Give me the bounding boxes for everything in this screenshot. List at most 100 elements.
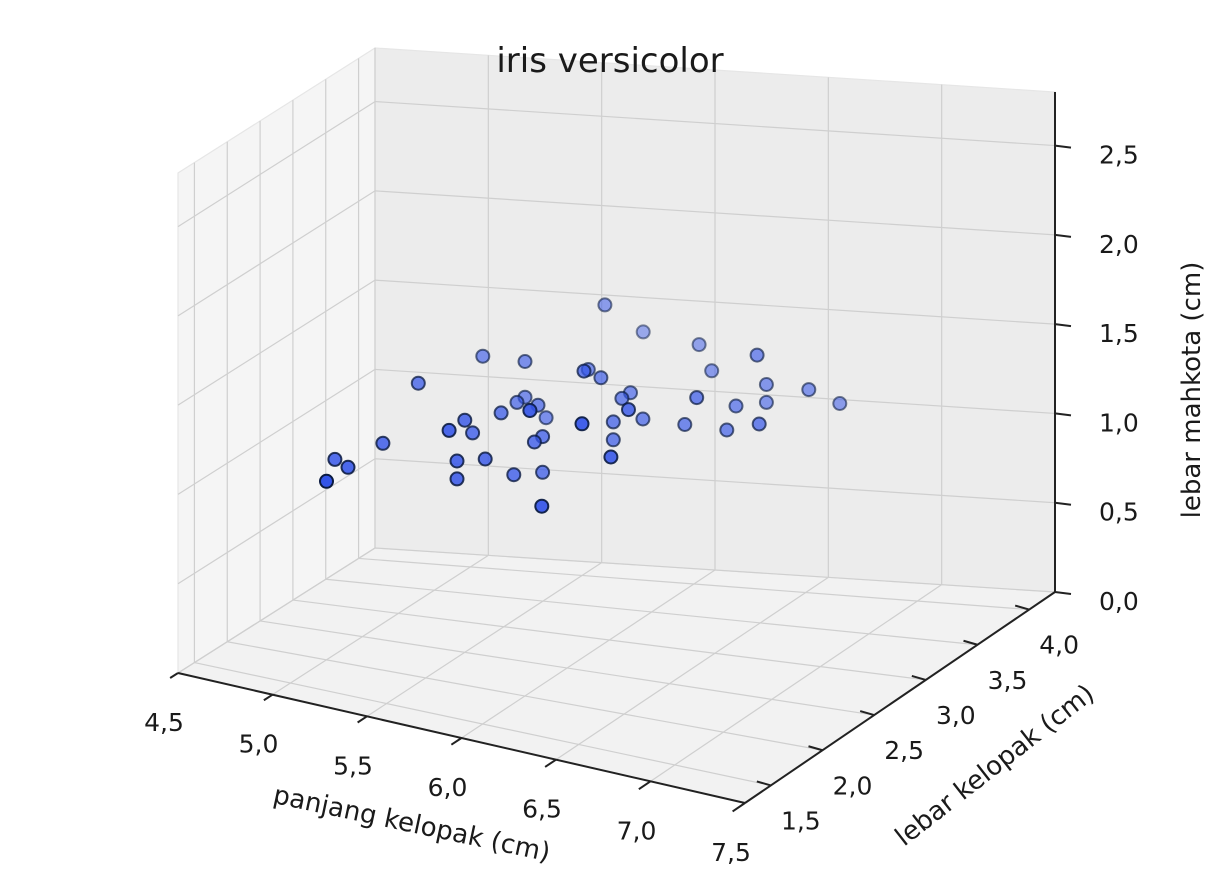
y-axis-line (744, 591, 1056, 804)
z-tick-mark (1054, 233, 1072, 238)
data-point (522, 403, 538, 418)
data-point (477, 451, 493, 467)
data-point (493, 405, 509, 421)
y-tick-mark (808, 745, 823, 752)
data-point (441, 422, 457, 438)
data-point (621, 402, 636, 418)
data-point (605, 414, 621, 430)
data-point (704, 363, 720, 379)
data-point (375, 435, 391, 451)
grid-line-z-side (177, 279, 376, 406)
data-point (534, 498, 550, 514)
data-point (327, 451, 343, 467)
y-tick-label: 3,0 (936, 701, 976, 730)
data-point (517, 354, 533, 369)
grid-line-x-floor (272, 554, 489, 696)
x-tick-mark (732, 802, 746, 813)
z-axis-label: lebar mahkota (cm) (1177, 262, 1207, 519)
grid-line-z-back (374, 368, 1056, 415)
grid-line-z-side (177, 458, 376, 585)
grid-line-z-back (374, 547, 1056, 593)
grid-line-z-back (374, 458, 1056, 504)
grid-line-x-floor (461, 569, 716, 739)
grid-line-y-floor (259, 620, 875, 716)
x-tick-label: 5,0 (239, 730, 279, 759)
data-point (832, 396, 848, 411)
grid-line-y-floor (358, 557, 1030, 611)
y-tick-label: 2,0 (833, 771, 873, 800)
data-point (538, 410, 554, 426)
grid-line-z-side (177, 368, 376, 495)
z-tick-label: 0,5 (1099, 498, 1139, 527)
data-point (758, 394, 774, 410)
chart-title: iris versicolor (496, 41, 723, 81)
y-tick-mark (1014, 604, 1030, 611)
data-point (801, 382, 817, 398)
x-tick-label: 6,0 (428, 773, 468, 802)
x-tick-mark (263, 693, 274, 702)
z-tick-label: 2,5 (1099, 141, 1139, 170)
data-point (465, 425, 481, 441)
grid-lines (177, 48, 1056, 804)
grid-line-y-floor (194, 661, 771, 787)
x-tick-label: 7,0 (617, 816, 657, 845)
grid-line-y-floor (227, 641, 823, 751)
data-point (758, 377, 774, 392)
data-point (457, 412, 473, 428)
grid-line-y-floor (325, 578, 978, 646)
axes: 4,5 5,0 5,5 6,0 6,5 7,0 7,5 1,5 2,0 2,5 3,0 3,5 4,0 0… (144, 92, 1139, 867)
data-point (509, 394, 525, 410)
z-tick-mark (1054, 412, 1072, 417)
x-tick-label: 5,5 (333, 751, 373, 780)
x-tick-label: 7,5 (711, 838, 751, 867)
data-point (605, 432, 621, 448)
grid-line-z-back (374, 190, 1056, 236)
data-point (526, 434, 542, 450)
y-tick-label: 2,5 (884, 736, 924, 765)
y-tick-label: 4,0 (1039, 631, 1079, 660)
scatter-points (319, 297, 848, 514)
grid-line-x-floor (555, 576, 829, 761)
x-tick-mark (450, 737, 463, 746)
data-point (635, 411, 651, 427)
data-point (475, 348, 491, 364)
data-point (535, 464, 551, 480)
data-point (614, 390, 630, 406)
z-tick-label: 0,0 (1099, 587, 1139, 616)
z-tick-mark (1054, 591, 1072, 595)
data-point (410, 375, 426, 391)
data-point (576, 363, 592, 379)
data-point (449, 453, 465, 469)
data-point (751, 416, 767, 432)
z-tick-label: 1,5 (1099, 319, 1139, 348)
data-point (449, 471, 465, 487)
y-tick-mark (859, 710, 875, 717)
data-point (603, 449, 619, 465)
grid-line-z-back (374, 100, 1056, 147)
grid-line-x-floor (366, 562, 602, 717)
grid-line-y-floor (292, 599, 926, 681)
y-tick-label: 1,5 (781, 806, 821, 835)
data-point (319, 473, 334, 489)
y-tick-mark (756, 780, 772, 787)
x-axis-label: panjang kelopak (cm) (271, 780, 553, 868)
z-tick-label: 2,0 (1099, 230, 1139, 259)
x-tick-mark (638, 780, 652, 791)
y-tick-mark (911, 674, 927, 681)
y-tick-label: 3,5 (988, 666, 1028, 695)
grid-line-z-back (374, 279, 1056, 325)
grid-line-z-side (177, 101, 376, 228)
data-point (340, 459, 356, 475)
z-tick-mark (1054, 144, 1072, 149)
y-tick-mark (963, 639, 978, 646)
x-tick-mark (544, 758, 557, 768)
x-tick-label: 4,5 (144, 708, 184, 737)
grid-line-z-side (177, 190, 376, 317)
x-tick-label: 6,5 (522, 795, 562, 824)
data-point (597, 297, 613, 313)
x-tick-mark (357, 715, 368, 724)
data-point (635, 324, 651, 340)
data-point (749, 347, 765, 363)
data-point (728, 398, 744, 414)
